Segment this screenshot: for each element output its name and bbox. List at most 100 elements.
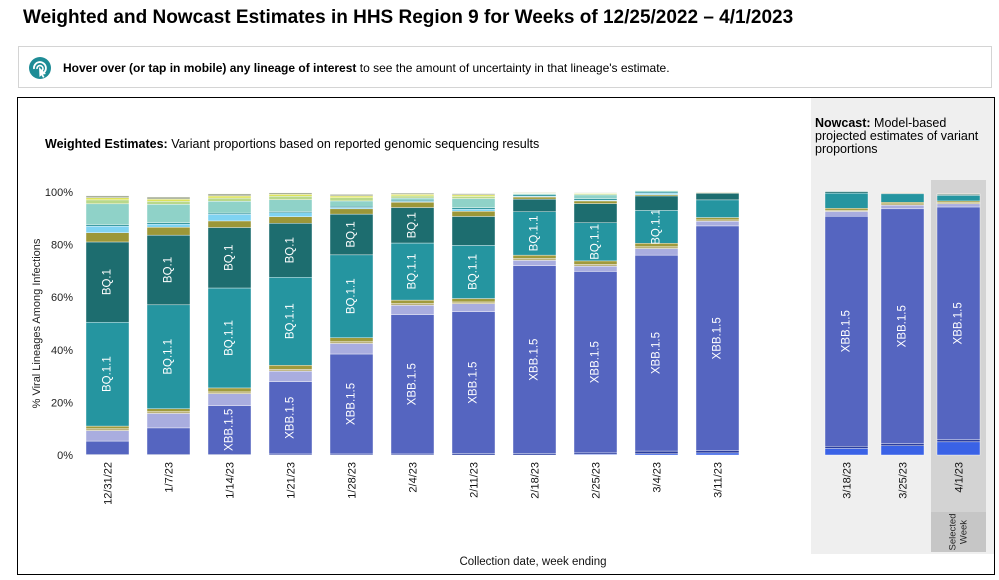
weighted-bar-segment[interactable] — [390, 194, 435, 197]
weighted-bar-segment[interactable] — [329, 254, 374, 338]
weighted-bar-segment[interactable] — [451, 301, 496, 304]
nowcast-bar-segment[interactable] — [880, 208, 925, 444]
weighted-bar-segment[interactable] — [451, 245, 496, 299]
weighted-bar-segment[interactable] — [451, 210, 496, 217]
weighted-bar-segment[interactable] — [268, 196, 313, 200]
weighted-bar-segment[interactable] — [268, 192, 313, 195]
weighted-bar-segment[interactable] — [695, 199, 740, 218]
weighted-bar-segment[interactable] — [573, 203, 618, 223]
nowcast-bar-segment[interactable] — [824, 215, 869, 447]
weighted-bar-segment[interactable] — [146, 223, 191, 228]
weighted-bar-segment[interactable] — [512, 254, 557, 259]
weighted-bar-segment[interactable] — [634, 450, 679, 454]
weighted-bar-segment[interactable] — [268, 223, 313, 278]
weighted-bar-segment[interactable] — [451, 194, 496, 197]
weighted-bar-segment[interactable] — [329, 213, 374, 256]
nowcast-bar-segment[interactable] — [824, 446, 869, 449]
weighted-bar-segment[interactable] — [207, 393, 252, 406]
weighted-bar-segment[interactable] — [573, 271, 618, 454]
nowcast-bar-segment[interactable] — [936, 193, 981, 195]
weighted-bar-segment[interactable] — [512, 258, 557, 261]
nowcast-bar-segment[interactable] — [824, 448, 869, 456]
weighted-bar-segment[interactable] — [207, 387, 252, 393]
weighted-bar-segment[interactable] — [329, 200, 374, 207]
weighted-bar-segment[interactable] — [85, 197, 130, 201]
nowcast-bar-segment[interactable] — [880, 204, 925, 210]
weighted-bar-segment[interactable] — [85, 203, 130, 226]
nowcast-bar-segment[interactable] — [880, 193, 925, 203]
weighted-bar-segment[interactable] — [207, 197, 252, 202]
weighted-bar-segment[interactable] — [390, 202, 435, 208]
weighted-bar-segment[interactable] — [695, 450, 740, 454]
weighted-bar-segment[interactable] — [695, 220, 740, 227]
weighted-bar-segment[interactable] — [85, 321, 130, 427]
weighted-bar-segment[interactable] — [512, 198, 557, 212]
weighted-bar-segment[interactable] — [85, 199, 130, 205]
weighted-bar-segment[interactable] — [390, 195, 435, 199]
weighted-bar-segment[interactable] — [146, 201, 191, 205]
weighted-bar-segment[interactable] — [207, 214, 252, 222]
nowcast-bar-segment[interactable] — [824, 208, 869, 211]
weighted-bar-segment[interactable] — [512, 265, 557, 454]
nowcast-bar-segment[interactable] — [824, 211, 869, 217]
weighted-bar-segment[interactable] — [329, 194, 374, 197]
weighted-bar-segment[interactable] — [390, 242, 435, 301]
weighted-bar-segment[interactable] — [573, 264, 618, 267]
weighted-bar-segment[interactable] — [634, 246, 679, 249]
weighted-bar-segment[interactable] — [146, 198, 191, 202]
weighted-bar-segment[interactable] — [146, 413, 191, 429]
weighted-bar-segment[interactable] — [268, 381, 313, 455]
weighted-bar-segment[interactable] — [695, 193, 740, 201]
weighted-bar-segment[interactable] — [146, 227, 191, 236]
weighted-bar-segment[interactable] — [451, 298, 496, 303]
weighted-bar-segment[interactable] — [573, 194, 618, 200]
weighted-bar-segment[interactable] — [512, 196, 557, 200]
nowcast-bar-segment[interactable] — [936, 195, 981, 202]
weighted-bar-segment[interactable] — [390, 299, 435, 304]
nowcast-bar-segment[interactable] — [824, 191, 869, 194]
weighted-bar-segment[interactable] — [329, 353, 374, 455]
weighted-bar-segment[interactable] — [207, 201, 252, 214]
weighted-bar-segment[interactable] — [85, 225, 130, 233]
weighted-bar-segment[interactable] — [146, 427, 191, 455]
weighted-bar-segment[interactable] — [146, 204, 191, 223]
nowcast-bar-segment[interactable] — [880, 202, 925, 205]
weighted-bar-segment[interactable] — [512, 211, 557, 256]
weighted-bar-segment[interactable] — [390, 305, 435, 315]
weighted-bar-segment[interactable] — [85, 425, 130, 429]
nowcast-bar-segment[interactable] — [880, 445, 925, 456]
weighted-bar-segment[interactable] — [146, 196, 191, 200]
weighted-bar-segment[interactable] — [573, 265, 618, 272]
weighted-bar-segment[interactable] — [695, 225, 740, 451]
weighted-bar-segment[interactable] — [207, 391, 252, 394]
weighted-bar-segment[interactable] — [695, 452, 740, 456]
weighted-bar-segment[interactable] — [85, 232, 130, 243]
weighted-bar-segment[interactable] — [85, 241, 130, 323]
nowcast-bar-segment[interactable] — [880, 443, 925, 446]
nowcast-bar-segment[interactable] — [936, 200, 981, 203]
weighted-bar-segment[interactable] — [634, 210, 679, 244]
weighted-bar-segment[interactable] — [512, 191, 557, 193]
weighted-bar-segment[interactable] — [207, 287, 252, 389]
weighted-bar-segment[interactable] — [451, 303, 496, 312]
weighted-bar-segment[interactable] — [268, 194, 313, 197]
weighted-bar-segment[interactable] — [268, 370, 313, 382]
weighted-bar-segment[interactable] — [207, 195, 252, 199]
weighted-bar-segment[interactable] — [146, 408, 191, 412]
weighted-bar-segment[interactable] — [695, 217, 740, 221]
weighted-bar-segment[interactable] — [451, 216, 496, 246]
weighted-bar-segment[interactable] — [85, 440, 130, 455]
weighted-bar-segment[interactable] — [512, 260, 557, 266]
nowcast-bar-segment[interactable] — [880, 192, 925, 194]
weighted-bar-segment[interactable] — [85, 195, 130, 198]
weighted-bar-segment[interactable] — [634, 254, 679, 452]
weighted-bar-segment[interactable] — [146, 411, 191, 414]
weighted-bar-segment[interactable] — [329, 343, 374, 355]
weighted-bar-segment[interactable] — [634, 248, 679, 256]
weighted-bar-segment[interactable] — [390, 303, 435, 306]
weighted-bar-segment[interactable] — [85, 428, 130, 431]
nowcast-bar-segment[interactable] — [824, 192, 869, 209]
weighted-bar-segment[interactable] — [451, 208, 496, 212]
nowcast-bar-segment[interactable] — [936, 203, 981, 208]
weighted-bar-segment[interactable] — [268, 199, 313, 212]
